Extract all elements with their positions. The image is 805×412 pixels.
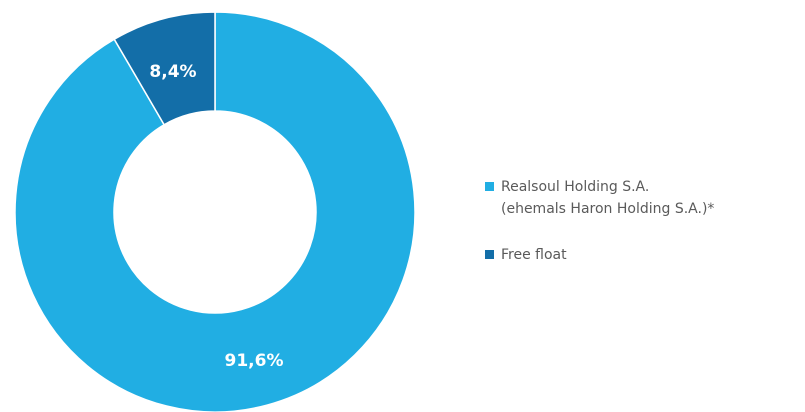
slice-free-float-label: 8,4% — [149, 62, 196, 82]
chart-legend: Realsoul Holding S.A. (ehemals Haron Hol… — [485, 176, 805, 290]
slice-realsoul-label: 91,6% — [225, 351, 284, 371]
legend-swatch-free-float — [485, 250, 494, 259]
legend-label-realsoul: Realsoul Holding S.A. (ehemals Haron Hol… — [501, 176, 714, 220]
legend-label-line: Realsoul Holding S.A. — [501, 179, 650, 195]
legend-swatch-realsoul — [485, 182, 494, 191]
slice-realsoul — [14, 11, 416, 412]
legend-label-line: Free float — [501, 247, 567, 263]
legend-label-line: (ehemals Haron Holding S.A.)* — [501, 201, 715, 217]
legend-item-free-float: Free float — [485, 244, 805, 266]
legend-item-realsoul: Realsoul Holding S.A. (ehemals Haron Hol… — [485, 176, 805, 220]
slice-free-float — [113, 11, 216, 126]
legend-label-free-float: Free float — [501, 244, 567, 266]
